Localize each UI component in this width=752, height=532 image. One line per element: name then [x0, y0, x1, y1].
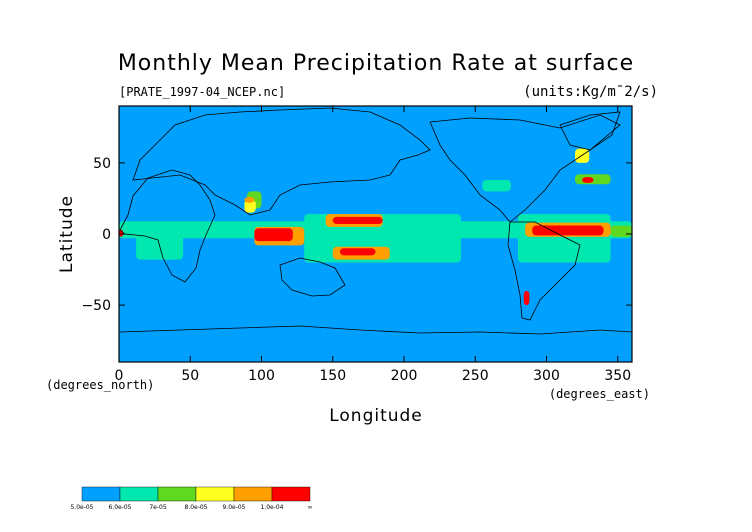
precip-region	[332, 216, 383, 225]
colorbar-label: 7e-05	[149, 504, 166, 511]
coastline-africa	[119, 169, 216, 283]
x-unit-label: (degrees_east)	[549, 387, 650, 401]
colorbar-label: 9.0e-05	[222, 504, 245, 511]
coastline-australia	[279, 257, 346, 297]
y-unit-label: (degrees_north)	[46, 378, 154, 392]
x-tick-label: 100	[248, 368, 275, 384]
colorbar-swatch	[81, 486, 121, 502]
x-tick-label: 150	[319, 368, 346, 384]
x-tick-label: 50	[181, 368, 199, 384]
y-axis-label: Latitude	[57, 195, 77, 273]
units-label: (units:Kg/m¯2/s)	[523, 84, 658, 100]
precip-region	[575, 148, 590, 163]
precip-region	[518, 214, 611, 263]
coastline-north-america	[429, 114, 621, 223]
precip-region	[136, 226, 184, 260]
plot-area	[118, 105, 633, 363]
chart-subtitle: [PRATE_1997-04_NCEP.nc]	[119, 85, 285, 99]
precip-region	[244, 197, 255, 203]
colorbar-label: 6.0e-05	[108, 504, 131, 511]
precip-region	[482, 179, 511, 192]
y-tick-label: 50	[93, 156, 111, 172]
precip-region	[244, 199, 256, 213]
colorbar: 5.0e-05 6.0e-05 7e-05 8.0e-05 9.0e-05 1.0e-04…	[70, 486, 313, 511]
x-tick-label: 0	[115, 368, 124, 384]
precip-region	[339, 248, 376, 256]
colorbar-swatch	[157, 486, 197, 502]
coastline-europe	[132, 107, 431, 216]
coastline-antarctica	[119, 325, 633, 335]
x-axis: 0 50 100 150 200 250 300 350	[115, 106, 631, 384]
colorbar-swatch	[119, 486, 159, 502]
x-tick-label: 250	[462, 368, 489, 384]
coastline-south-america	[507, 221, 581, 321]
coastline-greenland	[559, 111, 621, 151]
x-axis-label: Longitude	[329, 406, 423, 426]
x-tick-label: 300	[533, 368, 560, 384]
precip-region	[610, 225, 632, 237]
colorbar-label: 8.0e-05	[184, 504, 207, 511]
coastlines	[119, 107, 633, 335]
precip-region	[582, 177, 594, 183]
colorbar-label: ∞	[308, 504, 313, 511]
precip-region	[254, 228, 293, 242]
y-axis: −50 0 50	[81, 156, 632, 314]
precip-field	[119, 106, 632, 362]
x-tick-label: 350	[604, 368, 631, 384]
chart-title: Monthly Mean Precipitation Rate at surfa…	[118, 51, 634, 76]
colorbar-swatch	[271, 486, 311, 502]
colorbar-swatch	[195, 486, 235, 502]
precip-region	[532, 225, 604, 236]
colorbar-label: 5.0e-05	[70, 504, 93, 511]
y-tick-label: −50	[81, 298, 111, 314]
colorbar-swatch	[233, 486, 273, 502]
colorbar-label: 1.0e-04	[260, 504, 283, 511]
y-tick-label: 0	[102, 227, 111, 243]
precip-region	[523, 290, 530, 306]
x-tick-label: 200	[391, 368, 418, 384]
